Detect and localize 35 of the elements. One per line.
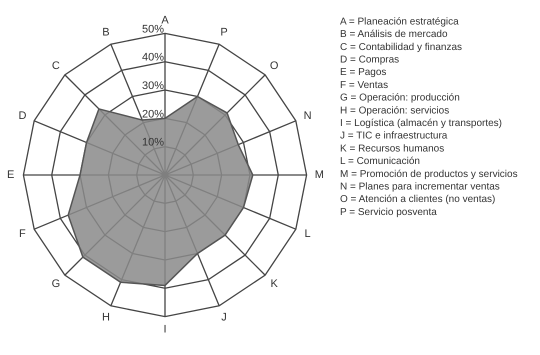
spoke-label: D xyxy=(18,110,26,122)
spoke-label: O xyxy=(270,60,279,72)
text: D = Compras xyxy=(340,54,400,66)
spoke-label: G xyxy=(52,278,60,290)
text: P = Servicio posventa xyxy=(340,206,438,218)
text: J = TIC e infraestructura xyxy=(340,130,448,142)
text: C = Contabilidad y finanzas xyxy=(340,42,462,53)
text: G = Operación: producción xyxy=(340,92,460,104)
text: O = Atención a clientes (no ventas) xyxy=(340,194,496,206)
spoke-label: H xyxy=(102,312,110,324)
y-tick-label: 20% xyxy=(142,108,164,120)
spoke-label: K xyxy=(270,278,278,290)
spoke-label: B xyxy=(102,26,110,38)
y-tick-label: 30% xyxy=(142,80,164,92)
text: I = Logística (almacén y transportes) xyxy=(340,118,502,129)
spoke-label: L xyxy=(304,228,311,240)
spoke-label: P xyxy=(220,26,228,38)
spoke-label: N xyxy=(304,110,312,122)
text: A = Planeación estratégica xyxy=(340,16,460,28)
text: M = Promoción de productos y servicios xyxy=(340,168,518,180)
spoke-label: C xyxy=(52,60,60,72)
text: E = Pagos xyxy=(340,67,386,78)
y-tick-label: 40% xyxy=(142,52,164,64)
spoke-label: I xyxy=(163,323,167,336)
text: F = Ventas xyxy=(340,80,388,91)
spoke-label: M xyxy=(314,169,324,181)
text: B = Análisis de mercado xyxy=(340,29,448,40)
spoke-label: J xyxy=(221,312,227,324)
text: H = Operación: servicios xyxy=(340,105,450,116)
text: K = Recursos humanos xyxy=(340,143,444,154)
text: L = Comunicación xyxy=(340,156,420,168)
text: N = Planes para incrementar ventas xyxy=(340,181,500,192)
spoke-label: E xyxy=(6,169,14,181)
spoke-label: F xyxy=(19,228,26,240)
y-tick-label: 10% xyxy=(142,136,164,149)
